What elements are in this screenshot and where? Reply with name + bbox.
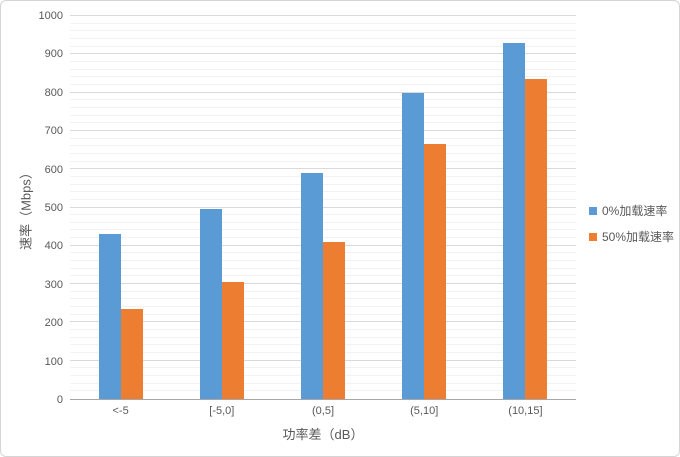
bar-series-0	[199, 209, 222, 399]
gridline-minor	[70, 221, 576, 223]
bar-series-0	[98, 234, 121, 399]
gridline-minor	[70, 37, 576, 39]
gridline-minor	[70, 122, 576, 124]
legend-swatch-icon	[589, 232, 597, 241]
y-tick-label: 100	[44, 355, 63, 368]
x-tick-label: (0,5]	[312, 405, 335, 417]
bar-group	[272, 16, 373, 399]
x-axis-ticks: <-5 [-5,0] (0,5] (5,10] (10,15]	[70, 405, 576, 417]
gridline-minor	[70, 30, 576, 32]
legend-label: 0%加载速率	[602, 204, 668, 218]
x-tick-label: <-5	[112, 405, 129, 417]
gridline-major	[70, 206, 576, 208]
y-tick-label: 600	[44, 163, 63, 176]
y-tick-label: 400	[44, 240, 63, 253]
bars-container	[70, 16, 576, 399]
legend-item-series-0: 0%加载速率	[589, 202, 674, 219]
y-tick-label: 800	[44, 86, 63, 99]
gridline-minor	[70, 214, 576, 216]
gridline-minor	[70, 137, 576, 139]
gridline-major	[70, 53, 576, 55]
gridline-minor	[70, 22, 576, 24]
legend: 0%加载速率 50%加载速率	[589, 202, 674, 245]
gridline-minor	[70, 45, 576, 47]
gridline-minor	[70, 145, 576, 147]
y-tick-label: 500	[44, 202, 63, 214]
y-tick-label: 0	[56, 394, 63, 406]
bar-series-1	[221, 282, 244, 399]
bar-series-0	[503, 42, 526, 399]
gridline-major	[70, 91, 576, 93]
gridline-minor	[70, 76, 576, 78]
y-axis-ticks: 0 100 200 300 400 500 600 700 800 900 1000	[1, 10, 63, 406]
y-tick-label: 700	[44, 125, 63, 138]
legend-swatch-icon	[589, 206, 597, 215]
gridline-major	[70, 15, 576, 16]
gridline-minor	[70, 60, 576, 62]
bar-series-1	[424, 144, 447, 399]
bar-series-1	[323, 241, 345, 399]
bar-series-0	[301, 173, 323, 399]
x-axis-title: 功率差（dB）	[282, 427, 364, 442]
plot-area	[70, 15, 576, 400]
bar-group	[70, 16, 171, 399]
x-tick-label: (10,15]	[508, 405, 543, 417]
gridline-minor	[70, 175, 576, 177]
y-tick-label: 900	[44, 48, 63, 61]
bar-group	[374, 16, 475, 399]
gridline-minor	[70, 99, 576, 101]
bar-group	[171, 16, 272, 399]
x-tick-label: (5,10]	[410, 405, 439, 417]
legend-label: 50%加载速率	[602, 230, 675, 244]
gridline-minor	[70, 191, 576, 193]
gridline-minor	[70, 198, 576, 200]
gridline-major	[70, 168, 576, 170]
y-tick-label: 200	[44, 317, 63, 330]
bar-group	[475, 16, 576, 399]
bar-series-0	[402, 92, 425, 399]
gridline-minor	[70, 183, 576, 185]
gridline-minor	[70, 68, 576, 70]
legend-item-series-1: 50%加载速率	[589, 228, 674, 245]
gridline-minor	[70, 106, 576, 108]
x-tick-label: [-5,0]	[209, 405, 235, 417]
bar-series-1	[120, 309, 143, 399]
gridline-minor	[70, 160, 576, 162]
y-tick-label: 300	[44, 278, 63, 291]
y-tick-label: 1000	[38, 10, 63, 22]
gridline-minor	[70, 114, 576, 116]
gridline-minor	[70, 229, 576, 231]
gridline-minor	[70, 83, 576, 85]
gridline-minor	[70, 237, 576, 239]
gridline-minor	[70, 152, 576, 154]
gridline-major	[70, 129, 576, 131]
bar-series-1	[525, 79, 548, 399]
